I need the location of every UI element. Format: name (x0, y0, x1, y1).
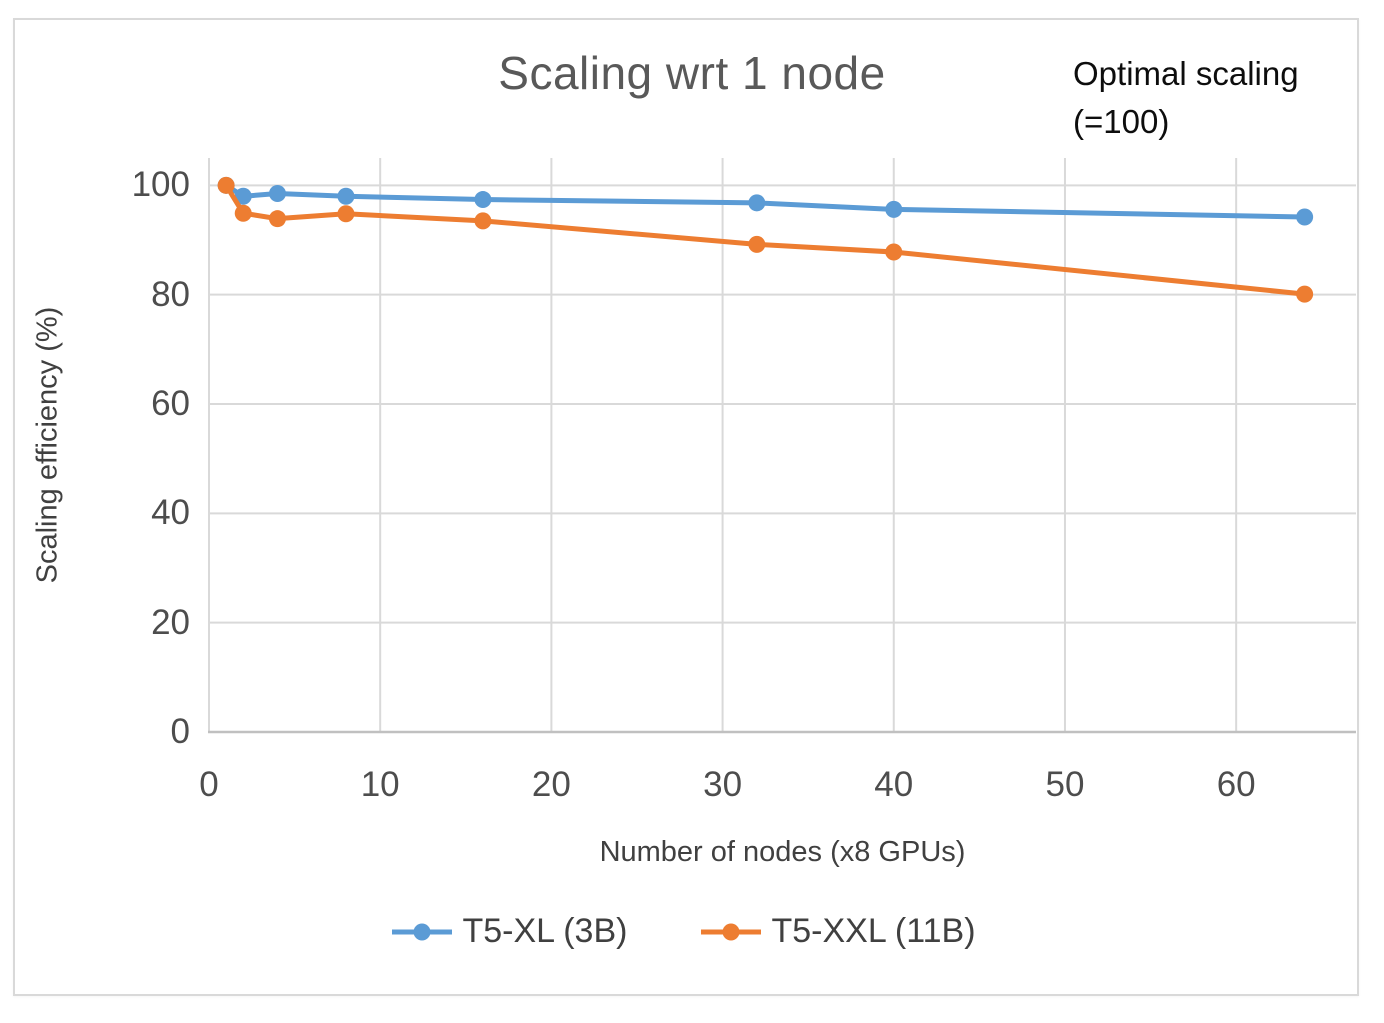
data-point-t5-xl (474, 191, 492, 209)
data-point-t5-xxl (748, 235, 766, 253)
y-axis-title-text: Scaling efficiency (%) (31, 306, 64, 584)
x-tick-label: 50 (1045, 765, 1085, 804)
data-point-t5-xl (1296, 208, 1314, 226)
data-point-t5-xxl (337, 205, 355, 223)
x-tick-label: 40 (874, 765, 914, 804)
data-point-t5-xl (748, 194, 766, 212)
data-point-t5-xl (268, 185, 286, 203)
data-point-t5-xxl (474, 212, 492, 230)
y-tick-label: 0 (170, 712, 190, 751)
y-tick-label: 20 (151, 602, 190, 642)
y-tick-label: 60 (151, 384, 190, 423)
legend-item-t5-xxl: T5-XXL (11B) (701, 912, 976, 951)
y-tick-label: 40 (151, 493, 190, 533)
data-point-t5-xl (337, 187, 355, 205)
x-tick-label: 10 (360, 765, 400, 804)
optimal-scaling-annotation: Optimal scaling (=100) (1073, 50, 1353, 146)
data-point-t5-xxl (217, 176, 235, 194)
x-tick-label: 30 (703, 765, 743, 804)
legend-item-t5-xl: T5-XL (3B) (392, 912, 627, 951)
data-point-t5-xxl (885, 243, 903, 261)
y-tick-label: 100 (131, 165, 190, 205)
chart-frame (13, 18, 1359, 996)
chart-legend: T5-XL (3B) T5-XXL (11B) (13, 912, 1355, 951)
annotation-line-1: Optimal scaling (1073, 55, 1299, 92)
data-point-t5-xl (234, 187, 252, 205)
chart-title: Scaling wrt 1 node (498, 47, 886, 99)
y-tick-label: 80 (151, 274, 190, 314)
x-tick-label: 20 (531, 765, 571, 804)
data-point-t5-xl (885, 200, 903, 218)
x-axis-title: Number of nodes (x8 GPUs) (599, 836, 966, 868)
data-point-t5-xxl (234, 204, 252, 222)
annotation-line-2: (=100) (1073, 103, 1170, 140)
legend-marker-icon (392, 923, 453, 940)
legend-label: T5-XXL (11B) (771, 912, 976, 950)
x-tick-label: 60 (1216, 765, 1256, 804)
data-point-t5-xxl (1296, 285, 1314, 303)
data-point-t5-xxl (268, 210, 286, 228)
x-tick-label: 0 (199, 765, 219, 804)
series-line-t5-xl (223, 182, 1308, 220)
legend-marker-icon (701, 923, 762, 940)
legend-label: T5-XL (3B) (462, 912, 628, 950)
